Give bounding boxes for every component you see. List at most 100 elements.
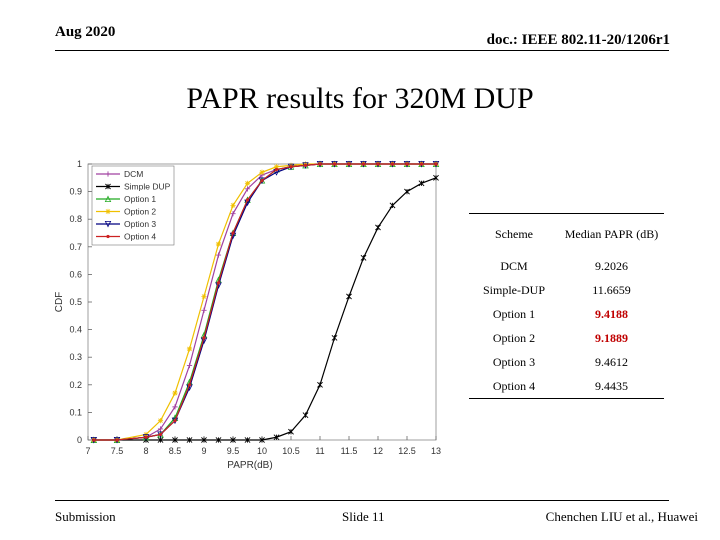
data-point [158, 432, 163, 437]
data-point [389, 202, 396, 209]
data-point [172, 404, 178, 410]
data-point [157, 437, 164, 443]
x-tick-label: 9.5 [227, 446, 240, 456]
x-tick-label: 10.5 [282, 446, 300, 456]
data-point [404, 188, 410, 195]
data-point [157, 426, 164, 432]
legend-entry: DCM [124, 169, 143, 179]
x-tick-label: 12 [373, 446, 383, 456]
legend-entry: Option 4 [124, 232, 156, 242]
y-tick-label: 0.8 [69, 214, 82, 224]
data-point [201, 307, 207, 313]
x-tick-label: 9 [201, 446, 206, 456]
table-cell-value: 9.4435 [559, 374, 664, 399]
y-tick-label: 0.7 [69, 242, 82, 252]
table-cell-scheme: Option 4 [469, 374, 559, 399]
table-row: Option 4 9.4435 [469, 374, 664, 399]
data-point [273, 434, 280, 441]
header-rule [55, 50, 669, 51]
y-axis-label: CDF [54, 292, 65, 313]
legend-entry: Option 2 [124, 207, 156, 217]
table-cell-value: 11.6659 [592, 282, 631, 297]
x-tick-label: 11 [315, 446, 324, 456]
table-header-scheme: Scheme [469, 213, 559, 254]
table-row: Option 3 9.4612 [469, 350, 664, 374]
table-cell-scheme: Simple-DUP [482, 282, 545, 297]
table-row: Simple-DUP 11.6659 [469, 278, 664, 302]
footer-slide-number: Slide 11 [342, 509, 385, 524]
x-tick-label: 12.5 [398, 446, 416, 456]
legend-swatch-marker [105, 171, 111, 177]
data-point [244, 180, 251, 186]
data-point [244, 186, 251, 192]
table-cell-value-highlight: 9.1889 [595, 330, 628, 345]
data-point [360, 254, 367, 261]
legend-entry: Option 3 [124, 219, 156, 229]
data-point [347, 162, 351, 166]
data-point [375, 224, 381, 231]
data-point [173, 419, 177, 423]
data-point [318, 162, 322, 166]
x-tick-label: 11.5 [341, 446, 358, 456]
data-point [331, 334, 338, 341]
table-row: Option 2 9.1889 [469, 326, 664, 350]
x-tick-label: 7.5 [111, 446, 124, 456]
y-tick-label: 0.2 [69, 380, 82, 390]
data-point [273, 164, 280, 170]
data-point [92, 438, 96, 442]
legend-swatch-marker [104, 221, 112, 228]
data-point [202, 336, 206, 340]
x-tick-label: 13 [431, 446, 441, 456]
data-point [259, 437, 265, 443]
data-point [157, 418, 164, 424]
legend-box [91, 165, 175, 246]
y-tick-label: 0.3 [69, 352, 82, 362]
data-point [302, 412, 309, 419]
table-cell-value-highlight: 9.4188 [595, 306, 628, 321]
table-cell-scheme: DCM [500, 258, 528, 273]
x-tick-label: 7 [85, 446, 90, 456]
median-papr-table: Scheme Median PAPR (dB) DCM 9.2026 Simpl… [469, 213, 664, 399]
data-point [418, 180, 425, 187]
data-point [289, 165, 293, 169]
data-point [201, 293, 207, 300]
table-cell-scheme: Option 1 [492, 306, 536, 321]
data-point [245, 198, 250, 202]
y-tick-label: 0.4 [69, 325, 82, 335]
data-point [231, 231, 235, 235]
legend-swatch-marker [105, 208, 111, 215]
data-point [230, 211, 236, 217]
legend-swatch-marker [105, 183, 111, 190]
x-tick-label: 10 [257, 446, 267, 456]
x-tick-label: 8.5 [169, 446, 182, 456]
papr-cdf-chart: 7 7.5 8 8.5 9 9.5 10 10.5 11 11.5 12 12.5 1300.10.20… [54, 159, 441, 471]
y-tick-label: 0.5 [69, 297, 82, 307]
data-point [332, 162, 337, 166]
data-point [317, 381, 323, 388]
table-header-row: Scheme Median PAPR (dB) [469, 213, 664, 254]
legend-swatch-marker [106, 234, 110, 239]
data-point [274, 167, 279, 172]
table-cell-scheme: Option 2 [492, 330, 536, 345]
data-point [259, 169, 265, 175]
data-point [216, 281, 221, 285]
data-point [215, 252, 222, 258]
footer-author: Chenchen LIU et al., Huawei [545, 509, 698, 524]
data-point [303, 163, 308, 167]
series-option-4 [92, 162, 438, 442]
header-doc-id: doc.: IEEE 802.11-20/1206r1 [486, 32, 670, 48]
x-axis-label: PAPR(dB) [227, 460, 272, 471]
data-point [172, 390, 178, 396]
data-point [115, 438, 119, 442]
table-row: Option 1 9.4188 [469, 302, 664, 326]
data-point [419, 162, 424, 166]
series-simple-dup [90, 174, 439, 443]
data-point [346, 293, 352, 300]
footer-submission: Submission [55, 509, 116, 524]
x-tick-label: 8 [143, 446, 148, 456]
legend-entry: Simple DUP [124, 182, 171, 192]
y-tick-label: 1 [77, 159, 82, 169]
data-point [144, 435, 148, 439]
data-point [390, 162, 395, 166]
data-point [434, 162, 438, 166]
